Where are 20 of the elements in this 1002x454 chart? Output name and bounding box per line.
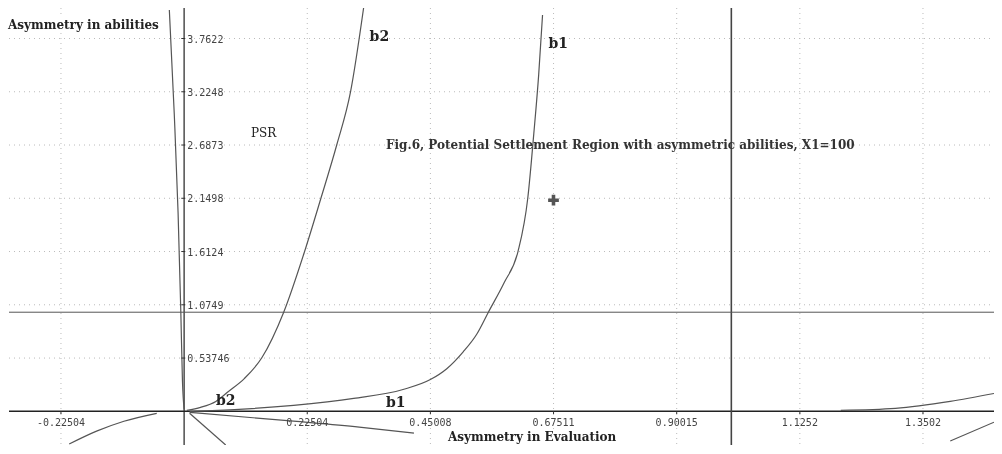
y-tick-label: 3.2248 (187, 86, 224, 98)
y-axis-title: Asymmetry in abilities (8, 18, 159, 32)
x-tick-label: -0.22504 (36, 417, 86, 429)
x-tick-label: 0.45008 (409, 417, 452, 429)
series-label: b2 (369, 27, 390, 44)
annotation: b1 (386, 394, 406, 410)
x-tick-label: 0.90015 (655, 417, 698, 429)
y-tick-label: 1.0749 (187, 299, 224, 311)
y-tick-label: 2.1498 (187, 193, 224, 205)
annotation: b2 (216, 392, 236, 408)
x-axis-title: Asymmetry in Evaluation (448, 430, 617, 444)
x-tick-label: 1.1252 (781, 417, 818, 429)
x-tick-label: 1.3502 (904, 417, 942, 429)
y-tick-label: 1.6124 (187, 246, 224, 258)
y-tick-label: 0.53746 (187, 353, 230, 365)
x-tick-label: 0.67511 (532, 417, 575, 429)
annotation: PSR (251, 126, 277, 140)
y-tick-label: 2.6873 (187, 140, 224, 152)
series-label: b1 (548, 34, 569, 51)
y-tick-label: 3.7622 (187, 33, 224, 45)
